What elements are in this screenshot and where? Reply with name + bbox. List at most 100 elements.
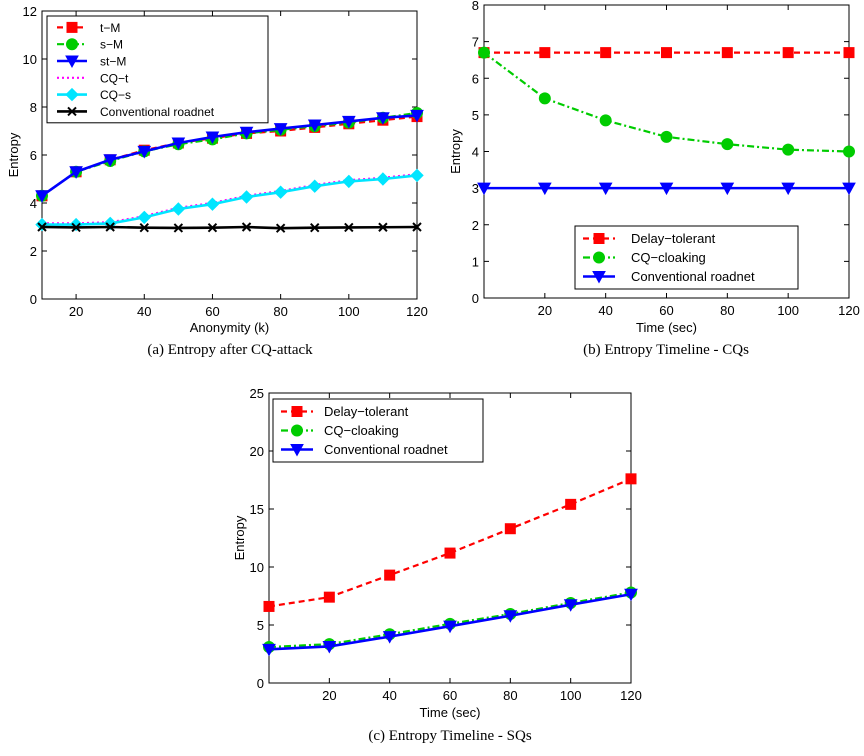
legend-entry: CQ−t [100,71,129,85]
panel-b: 20 40 60 80 100 120 0 1 2 3 4 5 6 7 8 Time (sec) Entropy… [448,0,860,358]
y-tick-label: 0 [257,676,264,691]
legend-box [574,225,799,290]
y-tick-label: 0 [30,292,37,307]
data-point [478,46,490,59]
x-tick-label: 120 [620,688,642,703]
series [35,168,424,232]
x-tick-label: 40 [598,303,612,318]
x-tick-label: 120 [406,304,428,319]
y-tick-label: 2 [30,244,37,259]
series [37,222,422,233]
y-tick-label: 4 [472,145,479,160]
panel-caption: (a) Entropy after CQ-attack [147,342,313,358]
data-point [782,47,794,59]
x-tick-label: 20 [322,688,336,703]
data-point [173,223,184,233]
x-tick-label: 80 [503,688,517,703]
legend-marker [592,271,606,284]
y-tick-label: 10 [250,560,264,575]
panel-a: 20 40 60 80 100 120 0 2 4 6 8 10 12 Anonymity (k) Entr… [6,4,428,358]
legend-marker [66,21,78,33]
data-point [239,190,254,204]
legend-marker [291,424,303,437]
x-tick-label: 40 [137,304,151,319]
data-point [310,223,320,233]
data-point [275,223,286,233]
y-tick-label: 15 [250,502,264,517]
data-point [37,222,47,232]
data-point [625,473,637,485]
x-axis-label: Time (sec) [636,320,697,335]
y-tick-label: 12 [23,4,37,19]
data-point [477,182,491,196]
series [262,588,638,657]
x-tick-label: 60 [443,688,457,703]
legend-marker [593,233,605,244]
x-axis-label: Time (sec) [420,705,481,720]
x-tick-label: 40 [382,688,396,703]
data-point [565,498,577,510]
data-point [659,182,674,196]
y-tick-label: 25 [250,386,264,401]
legend-entry: Delay−tolerant [324,404,409,419]
data-point [171,137,186,151]
y-tick-label: 7 [472,35,479,50]
legend: t−M s−M st−M CQ−t CQ−s Conventional roadnet [46,15,269,124]
data-point [263,600,275,612]
data-point [341,115,356,129]
x-tick-label: 80 [273,304,287,319]
x-tick-label: 100 [777,303,799,318]
y-tick-label: 6 [30,148,37,163]
data-point [843,47,855,59]
data-point [344,222,354,233]
legend: Delay−tolerant CQ−cloaking Conventional ro… [272,398,484,463]
legend-marker [67,106,77,117]
legend-marker [65,55,79,69]
data-point [323,591,335,603]
panel-caption: (c) Entropy Timeline - SQs [368,728,531,744]
series [263,473,637,612]
data-point [781,182,796,196]
y-axis-label: Entropy [448,129,463,174]
legend-marker [65,87,79,102]
data-point [843,145,855,158]
y-tick-label: 8 [30,100,37,115]
series-line [41,114,418,197]
legend-entry: CQ−cloaking [324,423,399,438]
data-point [273,123,288,136]
y-tick-label: 10 [23,52,37,67]
data-point [376,172,390,186]
data-point [239,126,254,140]
data-point [35,190,49,203]
data-point [842,182,856,196]
panel-caption: (b) Entropy Timeline - CQs [583,342,749,358]
legend-marker [66,38,78,51]
data-point [205,131,220,145]
x-axis-label: Anonymity (k) [190,320,269,335]
data-point [721,47,733,59]
data-point [273,185,288,199]
data-point [537,182,552,196]
y-tick-label: 5 [472,108,479,123]
legend-entry: st−M [100,55,126,69]
data-point [660,130,673,143]
series [478,46,855,158]
data-point [105,222,115,232]
data-point [444,547,456,559]
data-point [412,222,422,232]
series-line [41,225,418,230]
x-tick-label: 120 [838,303,860,318]
data-point [410,109,424,123]
data-point [307,119,322,133]
x-tick-label: 20 [538,303,552,318]
data-point [378,222,388,232]
series [35,109,424,203]
x-tick-label: 20 [69,304,83,319]
y-tick-label: 4 [30,196,37,211]
data-point [71,222,81,233]
y-tick-label: 6 [472,71,479,86]
y-tick-label: 0 [472,291,479,306]
y-tick-label: 2 [472,218,479,233]
data-point [342,174,356,189]
data-point [376,112,390,125]
